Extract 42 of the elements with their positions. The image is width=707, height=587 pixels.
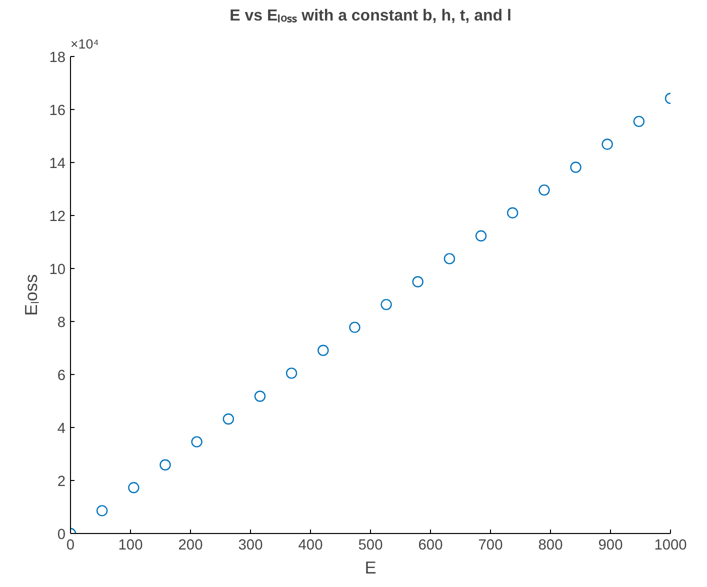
point <box>412 276 424 288</box>
y-tick-label: 8 <box>57 315 66 331</box>
y-tick-label: 18 <box>49 50 66 66</box>
point <box>254 390 266 402</box>
point <box>602 138 613 150</box>
point <box>318 344 329 356</box>
point <box>286 368 298 379</box>
x-tick-label: 100 <box>118 538 143 554</box>
x-tick-label: 500 <box>358 538 383 554</box>
point <box>380 298 392 310</box>
x-axis-title: E <box>364 558 376 578</box>
y-tick-label: 2 <box>57 474 66 490</box>
y-tick-label: 4 <box>57 421 66 437</box>
point <box>191 436 202 448</box>
point <box>160 459 171 470</box>
point <box>633 116 645 128</box>
point <box>349 322 360 333</box>
point <box>444 253 456 264</box>
x-tick-label: 200 <box>178 538 203 554</box>
text: ×10⁴ <box>70 36 100 52</box>
x-tick-label: 400 <box>298 538 323 554</box>
x-tick-label: 1000 <box>654 538 687 554</box>
y-tick-label: 6 <box>57 368 66 384</box>
point <box>506 207 518 218</box>
x-tick-label: 900 <box>598 538 623 554</box>
point <box>128 482 140 494</box>
point <box>570 162 582 173</box>
point <box>538 184 550 196</box>
x-tick-label: 700 <box>478 538 503 554</box>
chart-title: E vs Eₗₒₛₛ with a constant b, h, t, and l <box>230 8 512 24</box>
point <box>475 230 487 242</box>
x-tick-label: 600 <box>418 538 443 554</box>
x-tick-label: 800 <box>538 538 563 554</box>
y-tick-label: 10 <box>49 262 66 278</box>
point <box>222 413 234 425</box>
y-tick-label: 12 <box>49 209 66 225</box>
point <box>96 505 108 516</box>
x-tick-label: 300 <box>238 538 263 554</box>
y-tick-label: 0 <box>57 527 66 543</box>
y-tick-label: 16 <box>49 103 66 119</box>
y-axis-title: Eₗoss <box>21 274 42 316</box>
y-tick-label: 14 <box>49 156 66 172</box>
